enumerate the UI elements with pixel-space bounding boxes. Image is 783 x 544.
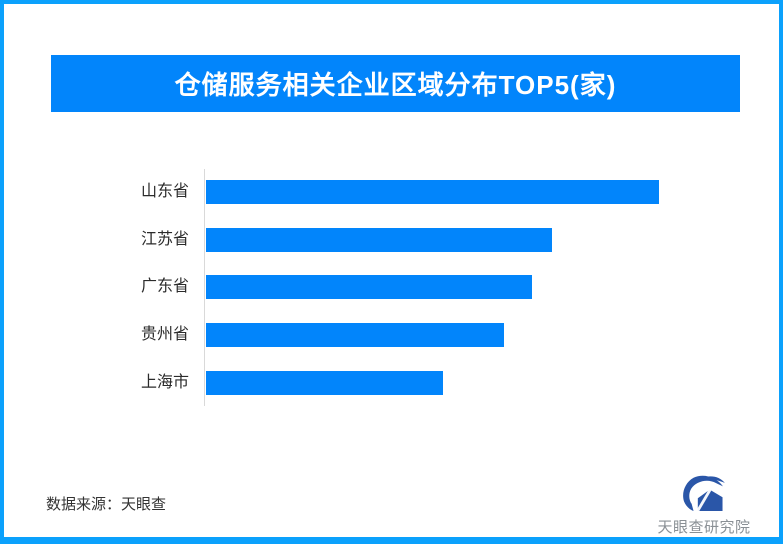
category-label: 广东省 [140, 278, 189, 295]
page-title: 仓储服务相关企业区域分布TOP5(家) [174, 70, 617, 100]
brand-logo: 天眼查研究院 [654, 474, 754, 537]
y-axis-line [204, 169, 205, 406]
bar-row: 山东省 [4, 180, 779, 204]
chart-title-banner: 仓储服务相关企业区域分布TOP5(家) [51, 55, 740, 112]
data-source-label: 数据来源：天眼查 [46, 496, 167, 513]
category-label: 贵州省 [140, 326, 189, 343]
bar-row: 上海市 [4, 371, 779, 395]
bar-guizhou [206, 323, 504, 347]
bar-row: 广东省 [4, 275, 779, 299]
bar-shandong [206, 180, 659, 204]
category-label: 上海市 [140, 374, 189, 391]
category-label: 山东省 [140, 183, 189, 200]
tianyancha-logo-icon [683, 475, 725, 512]
bar-row: 江苏省 [4, 228, 779, 252]
bar-shanghai [206, 371, 443, 395]
brand-logo-text: 天眼查研究院 [657, 519, 751, 536]
bar-guangdong [206, 275, 532, 299]
bar-jiangsu [206, 228, 552, 252]
bar-row: 贵州省 [4, 323, 779, 347]
category-label: 江苏省 [140, 231, 189, 248]
